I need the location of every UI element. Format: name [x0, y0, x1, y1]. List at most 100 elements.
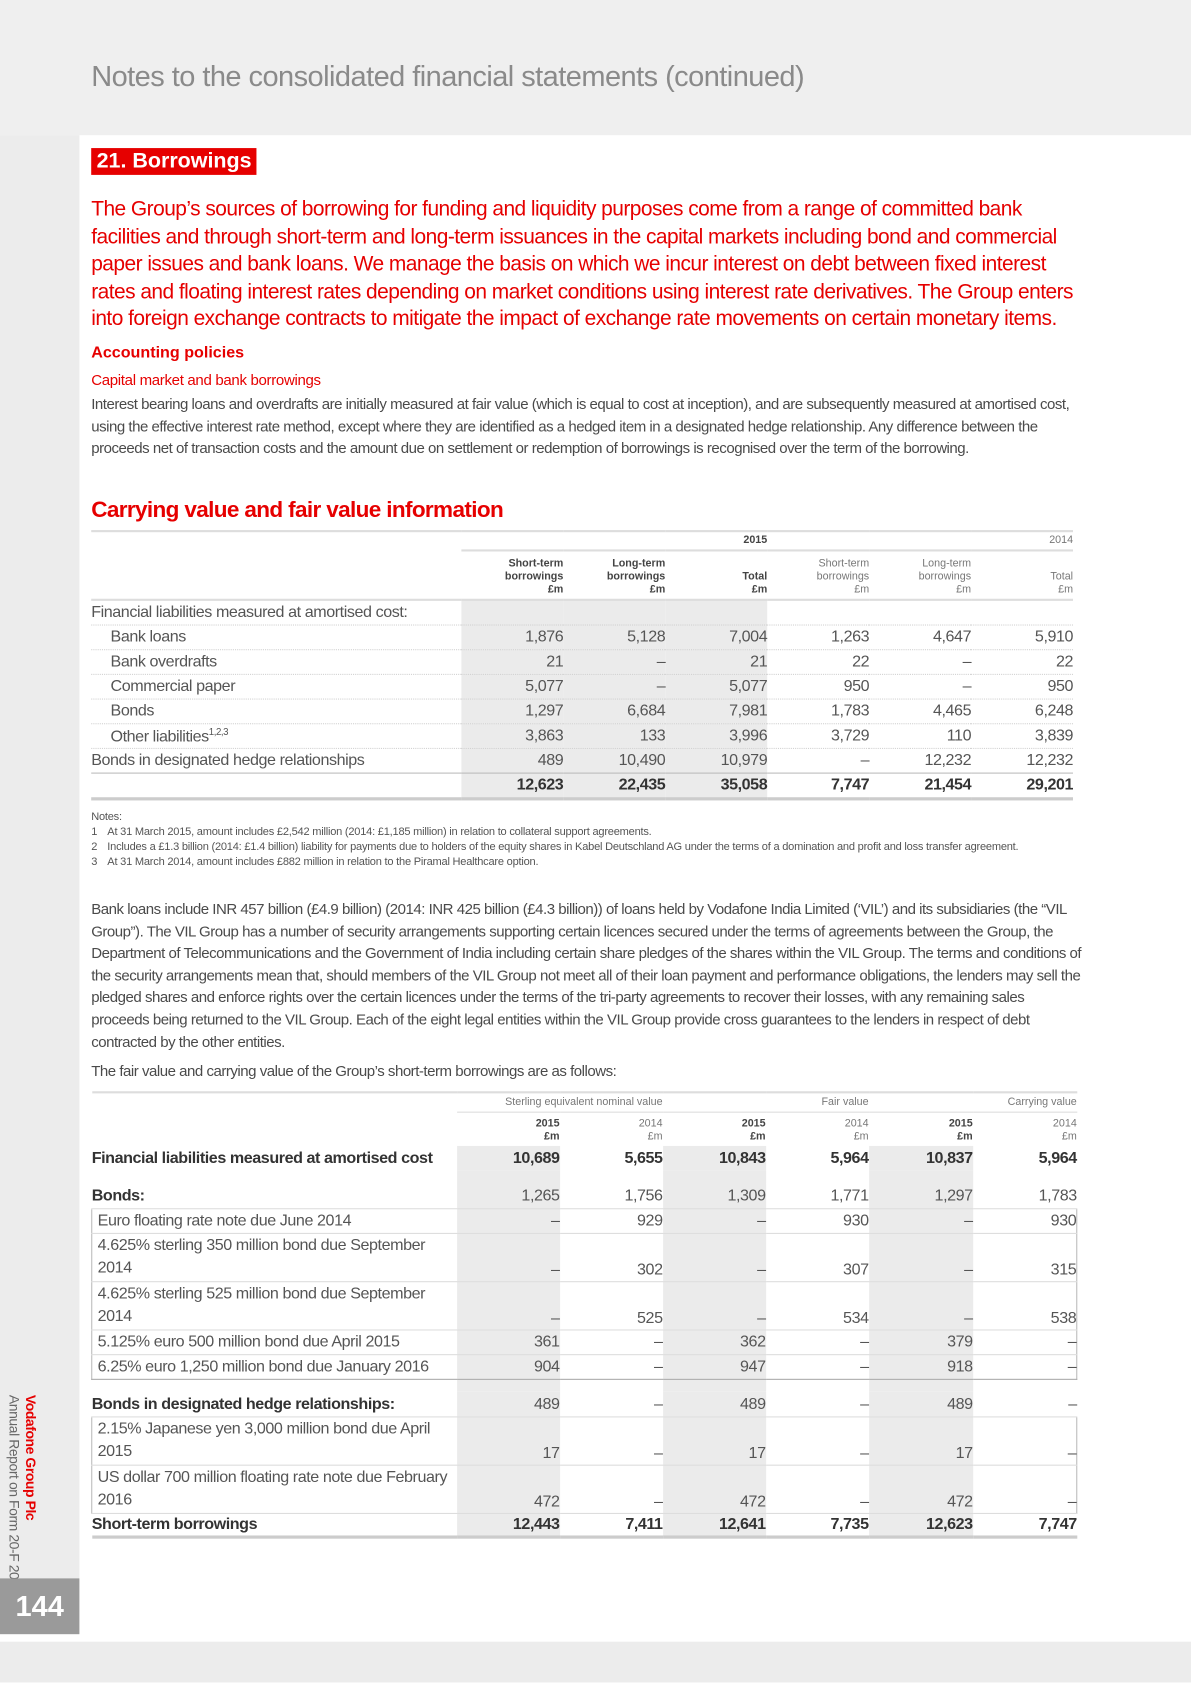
footer-band — [0, 1641, 1191, 1683]
row-label: 5.125% euro 500 million bond due April 2… — [91, 1329, 457, 1355]
column-header-line: borrowings — [504, 570, 564, 583]
column-header-line: Long-term — [612, 557, 666, 570]
row-label: US dollar 700 million floating rate note… — [91, 1464, 457, 1514]
value-cell: 302 — [559, 1232, 663, 1282]
carrying-value-table: 2015 2014 Short-term borrowings £m Long-term b… — [91, 530, 1073, 800]
value-cell: – — [868, 1232, 973, 1282]
row-label: Bonds in designated hedge relationships — [91, 747, 462, 774]
column-header-line: £m — [1058, 583, 1074, 596]
total-cell: 29,201 — [971, 772, 1073, 800]
column-header-line: borrowings — [606, 570, 666, 583]
value-cell: – — [559, 1329, 663, 1355]
value-cell: 930 — [972, 1208, 1078, 1234]
value-cell: 5,077 — [461, 673, 564, 700]
value-cell: 21 — [461, 649, 564, 675]
value-cell — [767, 599, 870, 626]
page-title: Notes to the consolidated financial stat… — [91, 60, 805, 93]
table-row: US dollar 700 million floating rate note… — [91, 1464, 1078, 1514]
value-cell: 5,910 — [971, 624, 1073, 650]
note-number: 2 — [91, 841, 98, 854]
column-header-line: £m — [957, 1130, 973, 1143]
value-cell: 1,309 — [662, 1183, 766, 1209]
total-cell: 12,623 — [461, 772, 564, 800]
value-cell: 930 — [765, 1208, 869, 1234]
column-header: Long-term borrowings £m — [869, 550, 972, 601]
value-cell: 1,783 — [972, 1183, 1077, 1209]
row-label: Bank overdrafts — [91, 649, 462, 675]
column-header: Short-term borrowings £m — [767, 550, 870, 601]
value-cell: 525 — [559, 1281, 663, 1330]
value-cell: – — [563, 673, 666, 700]
value-cell: 489 — [662, 1391, 766, 1417]
value-cell: – — [868, 1281, 973, 1330]
value-cell: – — [767, 747, 870, 774]
notes: Notes: 1 At 31 March 2015, amount include… — [91, 810, 1084, 870]
value-cell: – — [559, 1416, 663, 1466]
value-cell: 22 — [767, 649, 870, 675]
spacer-cell — [456, 1170, 560, 1184]
spacer-cell — [766, 1171, 869, 1184]
column-header-line: £m — [854, 583, 870, 596]
capital-heading: Capital market and bank borrowings — [91, 371, 321, 389]
row-label: Bank loans — [91, 624, 462, 650]
column-header-line: £m — [544, 1130, 560, 1143]
value-cell: 538 — [972, 1281, 1078, 1330]
accounting-policies-heading: Accounting policies — [91, 343, 245, 362]
value-cell: 17 — [868, 1416, 973, 1466]
total-cell: 21,454 — [869, 772, 972, 800]
note-item: 2 Includes a £1.3 billion (2014: £1.4 bil… — [91, 840, 1084, 855]
header-cell — [92, 1112, 457, 1146]
value-cell: – — [765, 1329, 869, 1355]
year-2014-header: 2014 — [767, 531, 1074, 552]
value-cell: 472 — [868, 1464, 973, 1514]
column-header-line: 2014 — [638, 1118, 663, 1130]
value-cell: – — [972, 1416, 1078, 1466]
row-label: 4.625% sterling 525 million bond due Sep… — [91, 1281, 457, 1330]
column-header-line: borrowings — [816, 570, 870, 583]
column-header-line: 2014 — [1052, 1118, 1077, 1130]
row-label: Bonds — [91, 698, 462, 724]
total-cell: 12,623 — [868, 1512, 973, 1539]
row-label: Financial liabilities measured at amorti… — [91, 599, 462, 626]
column-header-line: borrowings — [918, 570, 972, 583]
value-cell: 17 — [456, 1416, 560, 1466]
header-cell — [91, 531, 461, 550]
column-header-line: Short-term — [508, 557, 564, 570]
column-header-line: £m — [956, 583, 972, 596]
column-header-line: Total — [1050, 570, 1074, 583]
page-number: 144 — [0, 1578, 80, 1635]
sidebar — [0, 135, 80, 1579]
value-cell — [563, 599, 666, 626]
value-cell: 4,465 — [869, 698, 972, 724]
value-cell: – — [456, 1208, 560, 1234]
spacer-cell — [868, 1170, 973, 1184]
table-row: Commercial paper 5,077–5,077 950–950 — [91, 673, 1073, 700]
notes-title: Notes: — [91, 811, 122, 823]
row-label: Bonds: — [91, 1183, 457, 1209]
value-cell: 6,248 — [971, 698, 1073, 724]
value-cell: 10,837 — [868, 1145, 973, 1171]
total-cell: 7,735 — [765, 1512, 869, 1539]
value-cell: 929 — [559, 1208, 663, 1234]
total-row: 12,623 22,435 35,058 7,747 21,454 29,201 — [91, 772, 1073, 800]
company-name: Vodafone Group Plc — [22, 1394, 39, 1521]
note-text: Includes a £1.3 billion (2014: £1.4 bill… — [107, 841, 1019, 854]
group-header: Sterling equivalent nominal value — [456, 1092, 663, 1113]
column-header: Short-term borrowings £m — [461, 550, 564, 601]
year-header-row: 2015 2014 — [91, 531, 1074, 552]
spacer-cell — [92, 1171, 457, 1184]
value-cell: 1,756 — [559, 1183, 663, 1209]
value-cell: 5,655 — [624, 1149, 663, 1168]
value-cell: – — [559, 1391, 663, 1417]
row-label: 4.625% sterling 350 million bond due Sep… — [91, 1232, 457, 1282]
value-cell: 3,729 — [767, 723, 870, 749]
total-label — [91, 772, 462, 800]
column-header: Total £m — [665, 550, 768, 601]
value-cell: 7,981 — [665, 698, 768, 724]
column-header: 2014 £m — [766, 1112, 869, 1146]
total-cell: 12,443 — [456, 1512, 560, 1539]
header-band — [0, 0, 1191, 136]
value-cell: 1,265 — [456, 1183, 560, 1209]
value-cell: 315 — [972, 1232, 1078, 1282]
row-label: 2.15% Japanese yen 3,000 million bond du… — [91, 1416, 457, 1466]
